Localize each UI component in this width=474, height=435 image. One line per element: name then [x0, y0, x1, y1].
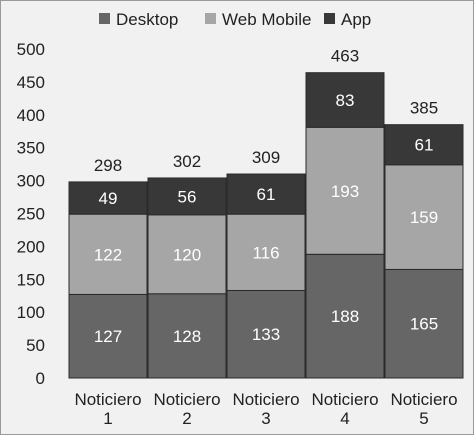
bar-segment-desktop [305, 253, 385, 379]
bar-value-label: 127 [94, 327, 122, 346]
bar-total-label: 302 [173, 152, 201, 171]
legend-label-app: App [341, 10, 371, 29]
x-category-label: Noticiero [232, 390, 299, 409]
bar-total-label: 385 [410, 99, 438, 118]
y-tick-label: 350 [17, 139, 45, 158]
legend-swatch-desktop [99, 13, 110, 24]
y-tick-label: 100 [17, 303, 45, 322]
x-category-label: Noticiero [153, 390, 220, 409]
y-tick-label: 450 [17, 73, 45, 92]
bar-value-label: 116 [252, 243, 279, 262]
bar-value-label: 122 [94, 245, 122, 264]
bar-value-label: 128 [173, 327, 201, 346]
y-tick-label: 50 [26, 336, 45, 355]
x-category-label: 4 [340, 409, 349, 428]
x-category-label: Noticiero [390, 390, 457, 409]
bar-segment-app [384, 124, 464, 166]
legend-swatch-app [324, 13, 335, 24]
bar-segment-desktop [384, 268, 464, 379]
legend-label-desktop: Desktop [116, 10, 178, 29]
bar-total-label: 298 [94, 156, 122, 175]
bar-segment-web-mobile [226, 213, 306, 291]
bar-value-label: 159 [410, 208, 438, 227]
x-category-label: 3 [261, 409, 270, 428]
bar-value-label: 120 [173, 245, 201, 264]
bar-value-label: 83 [336, 91, 355, 110]
x-category-label: 5 [419, 409, 428, 428]
bar-value-label: 61 [257, 185, 276, 204]
bar-segment-app [147, 177, 227, 216]
bar-segment-app [226, 173, 306, 215]
bar-value-label: 133 [252, 325, 280, 344]
y-tick-label: 250 [17, 205, 45, 224]
bar-segment-desktop [147, 293, 227, 379]
y-tick-label: 200 [17, 237, 45, 256]
bar-segment-desktop [68, 293, 148, 379]
bar-segment-app [68, 181, 148, 215]
bar-value-label: 56 [178, 187, 197, 206]
bar-segment-web-mobile [147, 214, 227, 295]
legend-swatch-web-mobile [205, 13, 216, 24]
y-tick-label: 150 [17, 270, 45, 289]
bar-value-label: 193 [331, 182, 359, 201]
bar-value-label: 49 [99, 189, 118, 208]
y-tick-label: 400 [17, 106, 45, 125]
legend-label-web-mobile: Web Mobile [222, 10, 311, 29]
bar-value-label: 165 [410, 315, 438, 334]
x-category-label: 2 [182, 409, 191, 428]
x-category-label: Noticiero [311, 390, 378, 409]
bar-value-label: 188 [331, 307, 359, 326]
y-tick-label: 0 [36, 369, 45, 388]
x-category-label: 1 [103, 409, 112, 428]
bar-total-label: 309 [252, 148, 280, 167]
bar-segment-desktop [226, 289, 306, 379]
y-tick-label: 500 [17, 40, 45, 59]
bar-value-label: 61 [415, 136, 434, 155]
bar-segment-web-mobile [305, 126, 385, 255]
x-category-label: Noticiero [74, 390, 141, 409]
bar-segment-web-mobile [68, 213, 148, 295]
bar-total-label: 463 [331, 47, 359, 66]
bar-segment-app [305, 72, 385, 128]
y-tick-label: 300 [17, 172, 45, 191]
